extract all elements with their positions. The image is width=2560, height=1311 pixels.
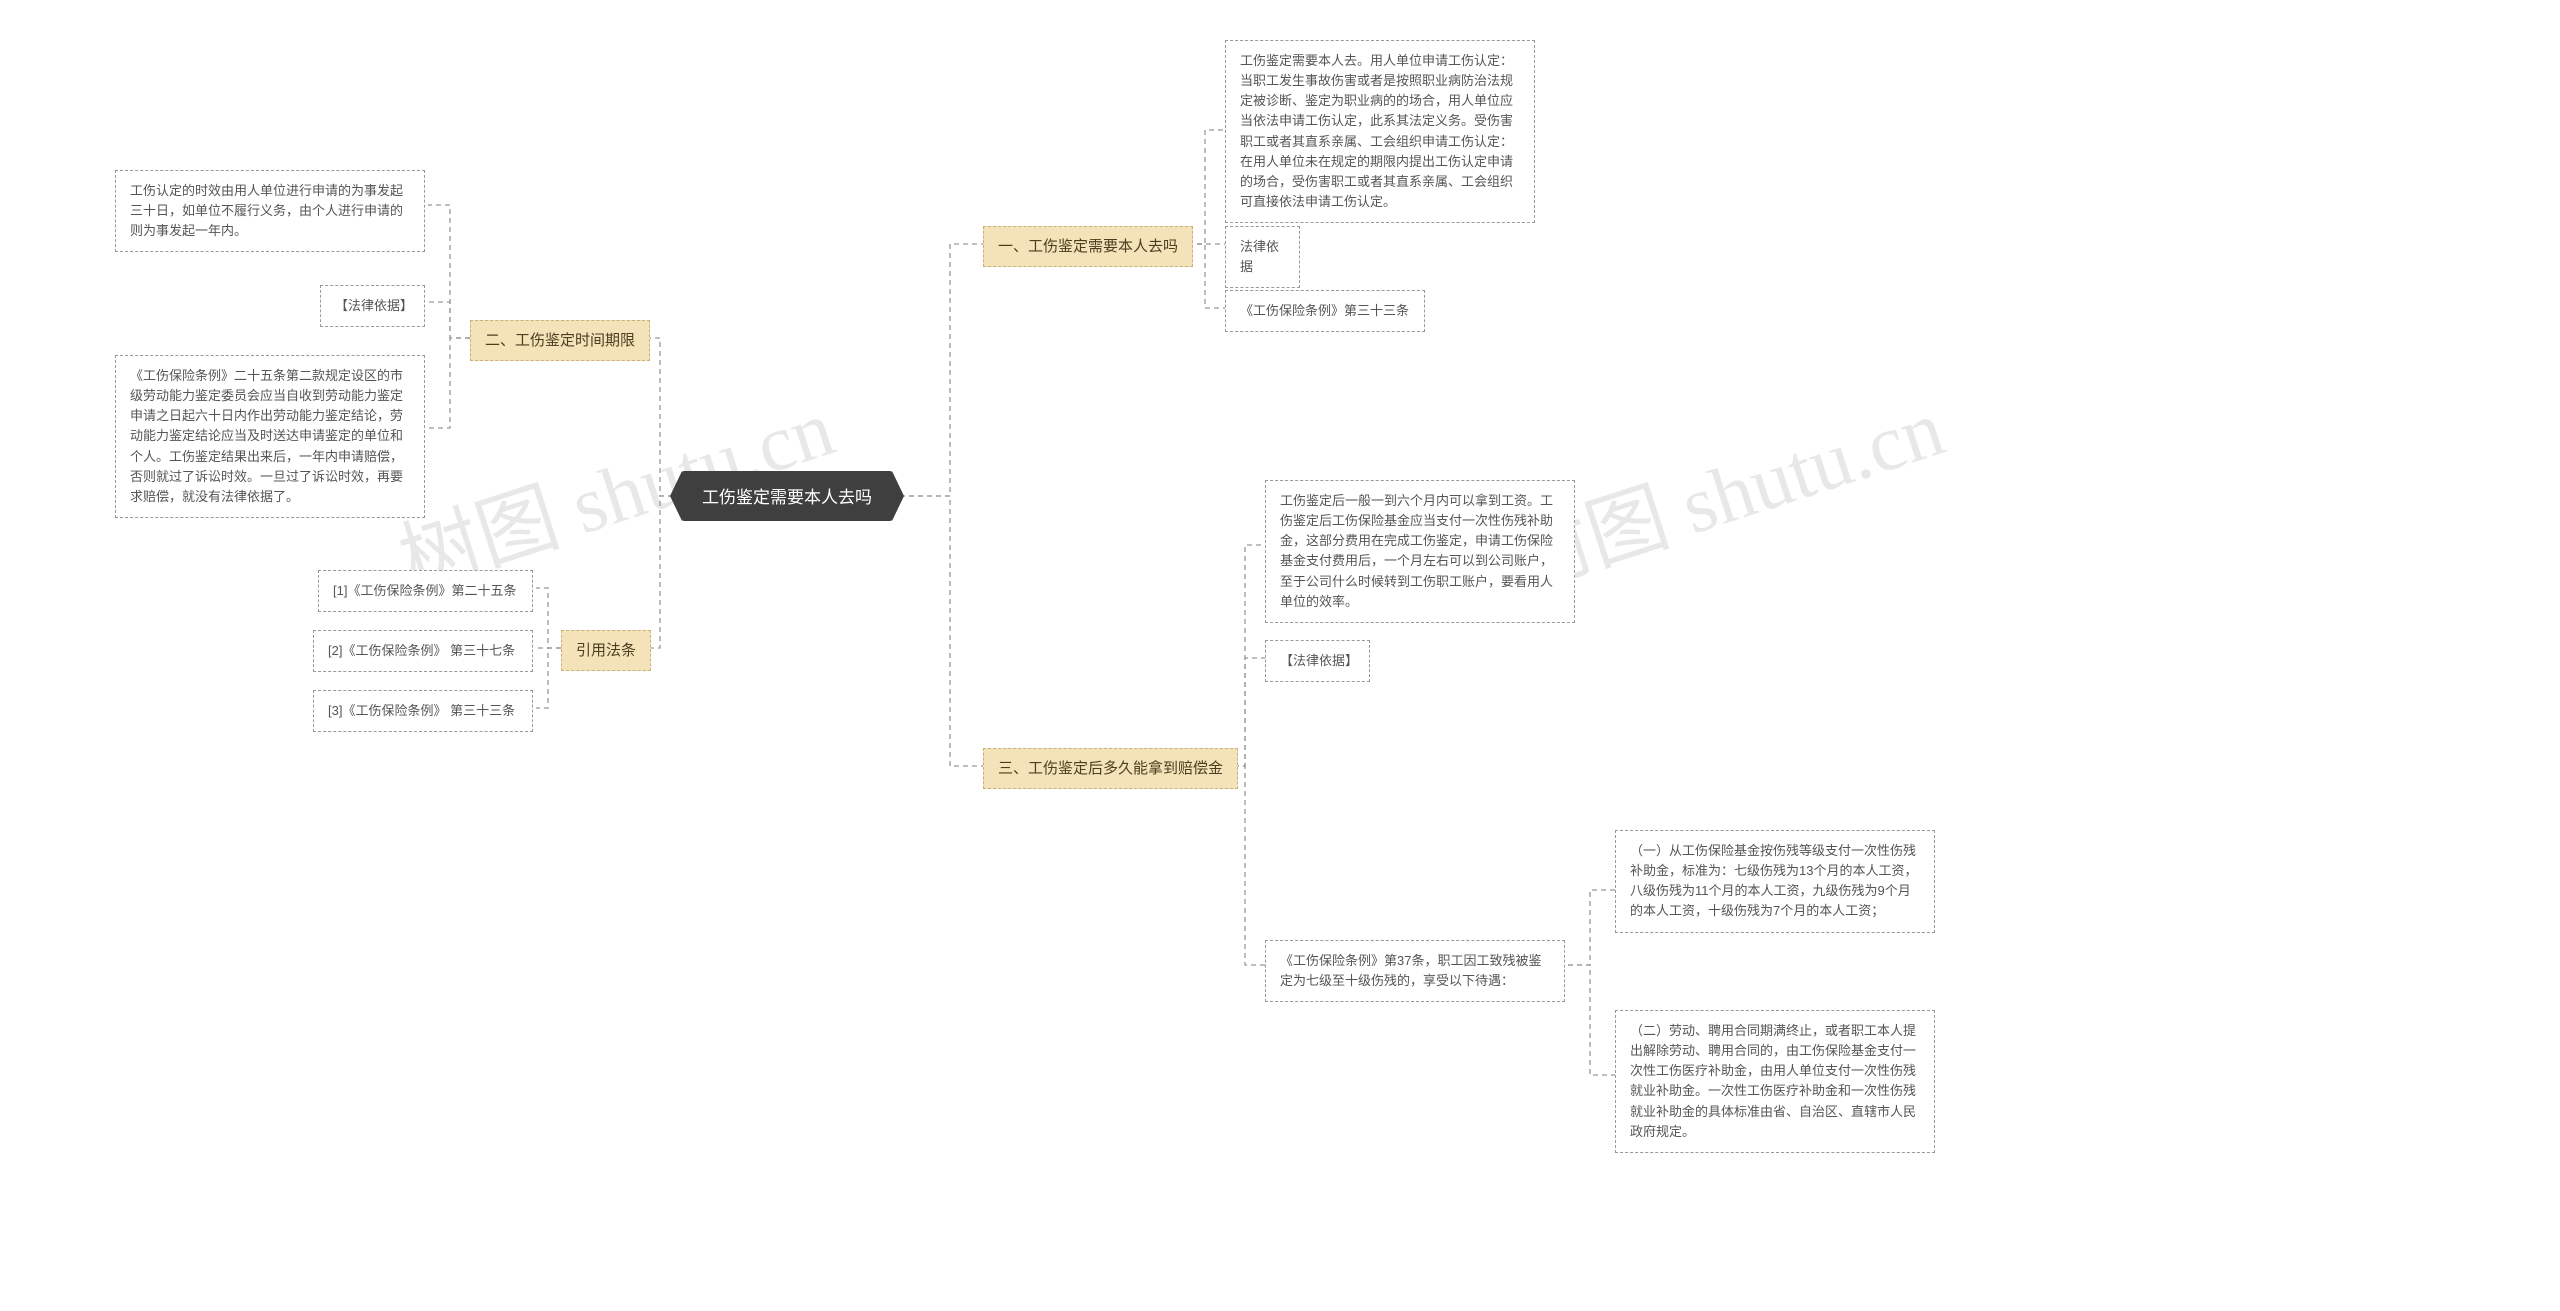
section-3-grandchild-0: （一）从工伤保险基金按伤残等级支付一次性伤残补助金，标准为：七级伤残为13个月的… [1615,830,1935,933]
section-3: 三、工伤鉴定后多久能拿到赔偿金 [983,748,1238,789]
section-1-child-1: 法律依据 [1225,226,1300,288]
section-2-child-0: 工伤认定的时效由用人单位进行申请的为事发起三十日，如单位不履行义务，由个人进行申… [115,170,425,252]
section-refs: 引用法条 [561,630,651,671]
refs-child-2: [3]《工伤保险条例》 第三十三条 [313,690,533,732]
refs-child-1: [2]《工伤保险条例》 第三十七条 [313,630,533,672]
section-3-child-1: 【法律依据】 [1265,640,1370,682]
section-2-child-2: 《工伤保险条例》二十五条第二款规定设区的市级劳动能力鉴定委员会应当自收到劳动能力… [115,355,425,518]
section-1: 一、工伤鉴定需要本人去吗 [983,226,1193,267]
section-2: 二、工伤鉴定时间期限 [470,320,650,361]
section-1-child-2: 《工伤保险条例》第三十三条 [1225,290,1425,332]
refs-child-0: [1]《工伤保险条例》第二十五条 [318,570,533,612]
section-3-child-0: 工伤鉴定后一般一到六个月内可以拿到工资。工伤鉴定后工伤保险基金应当支付一次性伤残… [1265,480,1575,623]
section-2-child-1: 【法律依据】 [320,285,425,327]
section-3-grandchild-1: （二）劳动、聘用合同期满终止，或者职工本人提出解除劳动、聘用合同的，由工伤保险基… [1615,1010,1935,1153]
section-1-child-0: 工伤鉴定需要本人去。用人单位申请工伤认定：当职工发生事故伤害或者是按照职业病防治… [1225,40,1535,223]
section-3-child-2: 《工伤保险条例》第37条，职工因工致残被鉴定为七级至十级伤残的，享受以下待遇： [1265,940,1565,1002]
mindmap-root: 工伤鉴定需要本人去吗 [682,471,892,521]
